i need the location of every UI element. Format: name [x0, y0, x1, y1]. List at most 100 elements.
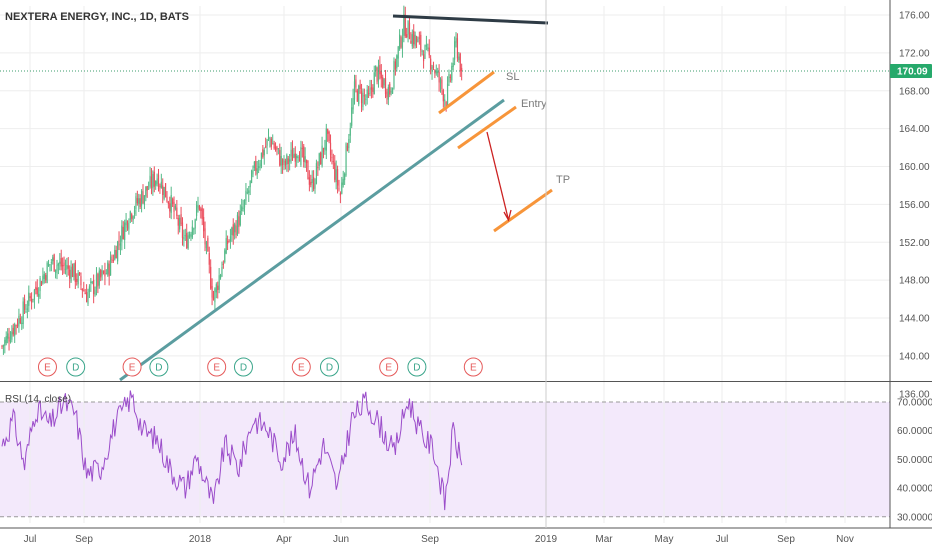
price-tick-label: 148.00	[899, 276, 930, 287]
candle-body	[80, 276, 82, 286]
candle-body	[105, 273, 107, 275]
candle-body	[363, 95, 365, 97]
event-marker-earnings[interactable]	[463, 357, 483, 377]
candle-body	[162, 185, 164, 195]
candle-body	[63, 262, 65, 266]
event-marker-earnings[interactable]	[207, 357, 227, 377]
candle-body	[32, 298, 34, 300]
candle-body	[115, 250, 117, 259]
candle-body	[234, 224, 236, 233]
event-marker-dividend[interactable]	[319, 357, 339, 377]
candle-body	[327, 128, 329, 134]
rsi-tick-label: 60.0000	[897, 426, 932, 437]
event-marker-earnings[interactable]	[291, 357, 311, 377]
candle-body	[146, 186, 148, 191]
candle-body	[263, 149, 265, 156]
candle-body	[322, 147, 325, 152]
candle-body	[290, 149, 292, 157]
resistance-trendline	[392, 14, 549, 25]
time-tick-label: Nov	[836, 534, 854, 545]
event-marker-label: D	[413, 363, 420, 374]
candle-body	[324, 147, 326, 150]
candle-body	[379, 64, 381, 75]
rsi-tick-label: 30.0000	[897, 512, 932, 523]
candle-body	[28, 292, 30, 306]
rsi-tick-label: 40.0000	[897, 484, 932, 495]
candle-body	[95, 274, 98, 289]
candle-body	[93, 280, 95, 295]
candle-body	[387, 86, 389, 100]
candle-body	[160, 181, 162, 188]
event-marker-label: D	[155, 363, 162, 374]
candle-body	[325, 128, 327, 151]
candle-body	[441, 79, 443, 90]
candle-body	[317, 166, 319, 169]
candle-body	[408, 22, 411, 39]
time-tick-label: May	[655, 534, 674, 545]
candle-body	[307, 161, 309, 180]
candle-body	[101, 270, 103, 276]
rsi-guides	[0, 401, 890, 518]
candle-body	[174, 206, 177, 209]
candle-body	[256, 168, 258, 175]
event-marker-earnings[interactable]	[379, 357, 399, 377]
candles-layer	[1, 5, 463, 355]
candle-body	[255, 160, 257, 171]
candle-body	[456, 38, 459, 59]
last-price-tag-bg	[890, 63, 932, 78]
price-tick-label: 164.00	[899, 124, 930, 135]
candle-body	[177, 217, 179, 226]
price-tick-label: 172.00	[899, 48, 930, 59]
candle-body	[172, 198, 174, 204]
candle-body	[81, 288, 83, 291]
candle-body	[413, 30, 415, 45]
candle-body	[352, 98, 354, 110]
candle-body	[358, 85, 360, 105]
candle-body	[305, 159, 308, 164]
candle-body	[281, 159, 284, 166]
candle-body	[349, 128, 351, 136]
candle-body	[180, 214, 182, 225]
event-marker-earnings[interactable]	[122, 357, 142, 377]
candle-body	[66, 264, 68, 270]
candle-body	[421, 50, 423, 52]
candle-body	[2, 345, 5, 347]
candle-body	[239, 211, 241, 226]
candle-body	[214, 288, 216, 303]
event-marker-dividend[interactable]	[233, 357, 253, 377]
candle-body	[124, 222, 126, 241]
event-marker-dividend[interactable]	[407, 357, 427, 377]
candle-body	[173, 201, 175, 212]
candle-body	[169, 203, 171, 212]
time-tick-label: Apr	[276, 534, 292, 545]
candle-body	[167, 201, 169, 204]
event-marker-label: E	[385, 363, 392, 374]
time-tick-label: 2018	[189, 534, 212, 545]
candle-body	[198, 205, 200, 210]
candle-body	[399, 34, 401, 50]
event-marker-dividend[interactable]	[66, 357, 86, 377]
candle-body	[339, 192, 341, 196]
last-price-tag: 170.09	[890, 63, 932, 78]
candle-body	[428, 47, 430, 56]
candle-body	[49, 264, 51, 266]
candle-body	[121, 225, 123, 242]
candle-body	[70, 266, 72, 282]
candle-body	[250, 170, 253, 184]
candle-body	[16, 322, 19, 326]
candle-body	[308, 177, 310, 185]
candle-body	[384, 78, 387, 95]
event-marker-earnings[interactable]	[37, 357, 57, 377]
candle-body	[356, 90, 358, 102]
candle-body	[45, 275, 47, 281]
candle-body	[415, 36, 418, 42]
candle-body	[126, 221, 129, 228]
price-tick-label: 136.00	[899, 389, 930, 400]
candle-body	[389, 83, 391, 95]
drawings-layer[interactable]: SL Entry TP	[119, 14, 570, 382]
candle-body	[365, 98, 367, 100]
annotation-label-tp: TP	[556, 174, 570, 186]
event-marker-dividend[interactable]	[149, 357, 169, 377]
